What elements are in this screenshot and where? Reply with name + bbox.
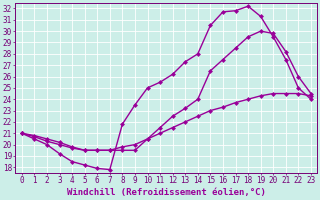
X-axis label: Windchill (Refroidissement éolien,°C): Windchill (Refroidissement éolien,°C) bbox=[67, 188, 266, 197]
